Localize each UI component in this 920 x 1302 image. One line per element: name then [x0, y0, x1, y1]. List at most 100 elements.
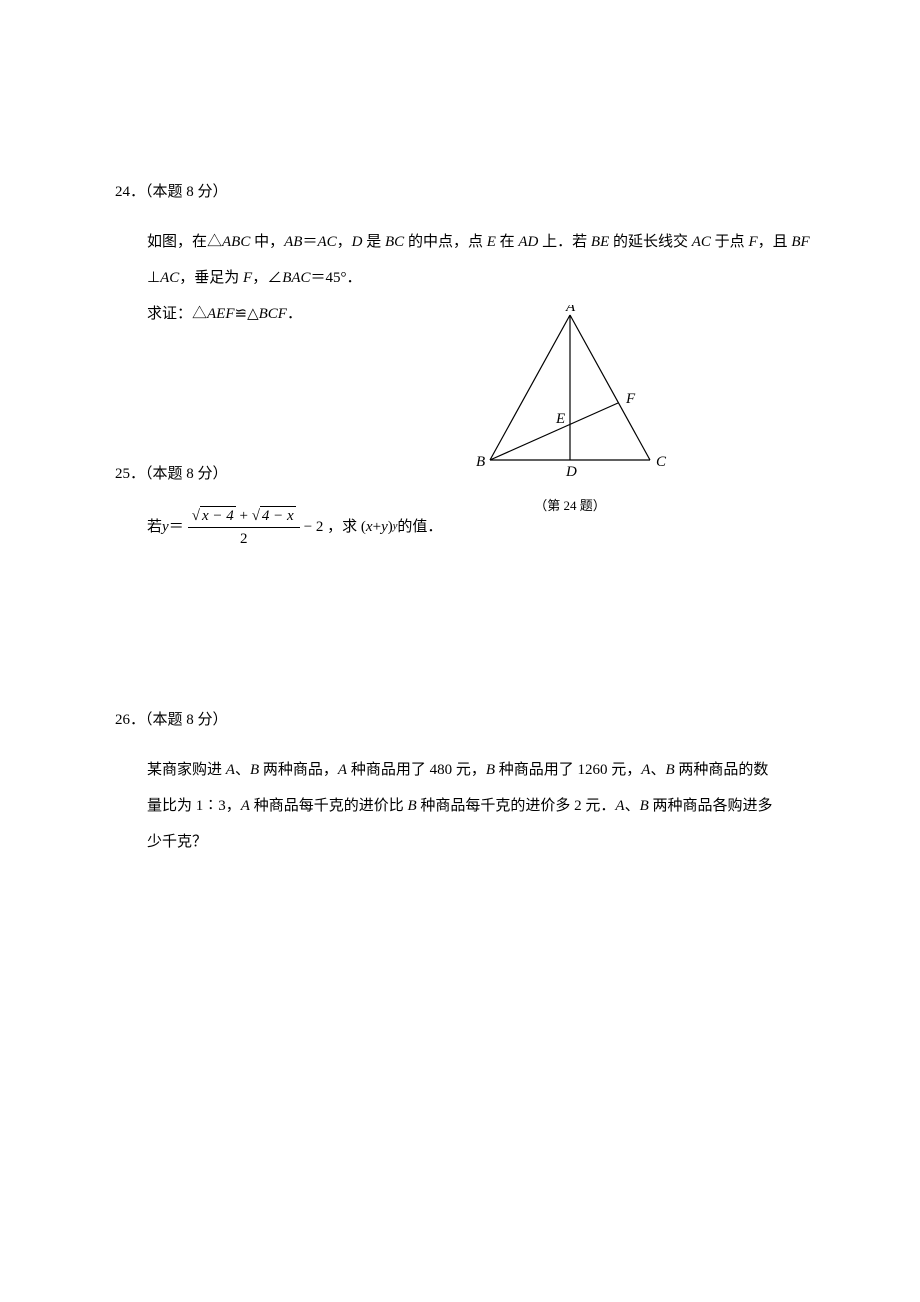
problem-26-header: 26．（本题 8 分） [115, 708, 820, 732]
var: BAC [282, 270, 310, 286]
var: F [748, 234, 757, 250]
svg-text:F: F [625, 391, 636, 407]
fraction-denominator: 2 [188, 528, 300, 548]
var: E [487, 234, 496, 250]
problem-25: 25．（本题 8 分） 若 y ＝ √x − 4 + √4 − x 2 − 2 … [115, 462, 820, 548]
fraction-numerator: √x − 4 + √4 − x [188, 506, 300, 528]
var: AD [518, 234, 538, 250]
text: 求 ( [342, 515, 366, 539]
text: 种商品每千克的进价多 2 元． [417, 798, 616, 814]
var: B [486, 762, 495, 778]
p24-line2: ⊥AC，垂足为 F，∠BAC＝45°． [147, 260, 820, 296]
text: 、 [650, 762, 665, 778]
var: y [381, 515, 388, 539]
var: x [366, 515, 373, 539]
problem-number: 25． [115, 466, 145, 482]
text: 的延长线交 [609, 234, 692, 250]
text: 如图，在△ [147, 234, 222, 250]
svg-text:E: E [555, 411, 565, 427]
var: A [241, 798, 250, 814]
text: ，垂足为 [179, 270, 243, 286]
triangle-diagram: A B C D E F [470, 305, 670, 480]
var: BC [385, 234, 404, 250]
var: B [250, 762, 259, 778]
var: AC [692, 234, 711, 250]
var: A [226, 762, 235, 778]
problem-number: 26． [115, 712, 145, 728]
text: 某商家购进 [147, 762, 226, 778]
problem-points: （本题 8 分） [145, 712, 228, 728]
text: 、 [235, 762, 250, 778]
problem-24: 24．（本题 8 分） 如图，在△ABC 中，AB＝AC，D 是 BC 的中点，… [115, 180, 820, 332]
text: + [373, 515, 381, 539]
text: 两种商品， [259, 762, 338, 778]
fraction: √x − 4 + √4 − x 2 [188, 506, 300, 548]
var: A [615, 798, 624, 814]
svg-text:D: D [565, 464, 577, 480]
var: y [162, 515, 169, 539]
var: B [665, 762, 674, 778]
var: B [407, 798, 416, 814]
text: 于点 [711, 234, 749, 250]
text: 的值． [397, 515, 442, 539]
text: 两种商品各购进多 [649, 798, 773, 814]
problem-number: 24． [115, 184, 145, 200]
text: 、 [625, 798, 640, 814]
var: BCF [259, 306, 287, 322]
text: 中， [250, 234, 284, 250]
problem-25-body: 若 y ＝ √x − 4 + √4 − x 2 − 2 ， 求 (x+y)y 的… [115, 506, 820, 548]
sqrt-icon: √ [192, 508, 200, 524]
var: BE [591, 234, 609, 250]
text: 种商品用了 1260 元， [495, 762, 641, 778]
var: A [338, 762, 347, 778]
var: AC [160, 270, 179, 286]
text: 上．若 [538, 234, 591, 250]
text: ，∠ [252, 270, 282, 286]
text: − 2 ， [304, 515, 342, 539]
text: 种商品每千克的进价比 [250, 798, 408, 814]
svg-text:C: C [656, 454, 667, 470]
p24-line1: 如图，在△ABC 中，AB＝AC，D 是 BC 的中点，点 E 在 AD 上．若… [147, 224, 820, 260]
text: ＝45°． [311, 270, 362, 286]
p26-line1: 某商家购进 A、B 两种商品，A 种商品用了 480 元，B 种商品用了 126… [147, 752, 820, 788]
sqrt-icon: √ [252, 508, 260, 524]
p26-line3: 少千克？ [147, 824, 820, 860]
var: AEF [207, 306, 235, 322]
var: F [243, 270, 252, 286]
problem-25-header: 25．（本题 8 分） [115, 462, 820, 486]
text: 在 [496, 234, 519, 250]
sqrt-arg: 4 − x [260, 506, 296, 525]
problem-24-body: 如图，在△ABC 中，AB＝AC，D 是 BC 的中点，点 E 在 AD 上．若… [115, 224, 820, 332]
text: ， [337, 234, 352, 250]
text: 量比为 1∶3， [147, 798, 241, 814]
text: + [236, 508, 252, 524]
text: ⊥ [147, 270, 160, 286]
var: BF [791, 234, 809, 250]
text: 求证：△ [147, 306, 207, 322]
text: 的中点，点 [404, 234, 487, 250]
text: ≌△ [235, 306, 259, 322]
figure-caption: （第 24 题） [470, 496, 670, 517]
var: AB [284, 234, 302, 250]
problem-points: （本题 8 分） [145, 466, 228, 482]
text: ＝ [169, 515, 184, 539]
text: 种商品用了 480 元， [347, 762, 486, 778]
problem-26-body: 某商家购进 A、B 两种商品，A 种商品用了 480 元，B 种商品用了 126… [115, 752, 820, 860]
text: 是 [363, 234, 386, 250]
sqrt-arg: x − 4 [200, 506, 236, 525]
text: ＝ [302, 234, 317, 250]
problem-points: （本题 8 分） [145, 184, 228, 200]
var: D [352, 234, 363, 250]
var: B [640, 798, 649, 814]
var: ABC [222, 234, 250, 250]
text: ，且 [758, 234, 792, 250]
text: ． [287, 306, 302, 322]
text: 两种商品的数 [675, 762, 769, 778]
var: AC [317, 234, 336, 250]
svg-text:A: A [565, 305, 576, 315]
problem-26: 26．（本题 8 分） 某商家购进 A、B 两种商品，A 种商品用了 480 元… [115, 708, 820, 860]
problem-24-header: 24．（本题 8 分） [115, 180, 820, 204]
p26-line2: 量比为 1∶3，A 种商品每千克的进价比 B 种商品每千克的进价多 2 元．A、… [147, 788, 820, 824]
text: 若 [147, 515, 162, 539]
svg-text:B: B [476, 454, 485, 470]
